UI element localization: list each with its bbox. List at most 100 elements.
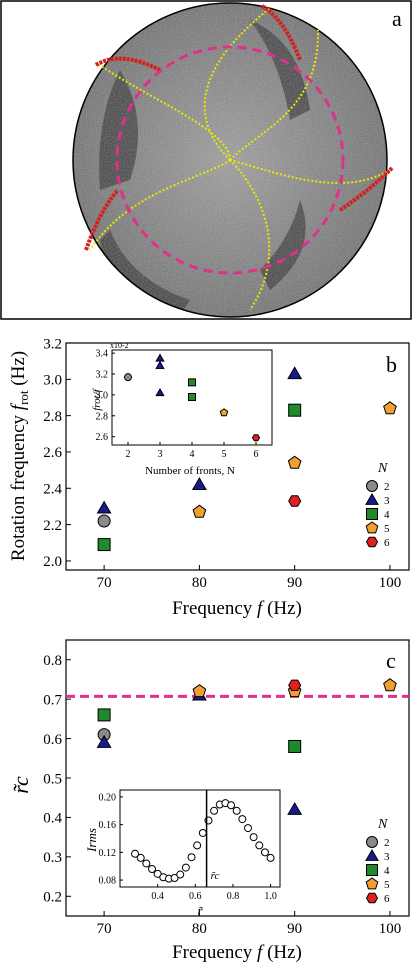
- inset-profile-point: [227, 801, 236, 810]
- panel-b-inset-y-label: frot/f: [91, 387, 103, 411]
- x-tick-label: 100: [379, 575, 402, 591]
- legend-label: 2: [384, 837, 390, 849]
- panel-c-points: [96, 678, 397, 815]
- y-tick-label: 3.2: [43, 336, 62, 352]
- panel-c-legend: N 2 3 4 5 6: [365, 817, 390, 905]
- x-tick-label: 90: [287, 921, 302, 937]
- y-tick-label: 2.8: [43, 409, 62, 425]
- legend-label: 5: [384, 523, 390, 535]
- panel-b-points: [96, 366, 397, 552]
- panel-c-x-axis-label: Frequency f (Hz): [172, 942, 302, 963]
- legend-label: 3: [384, 851, 390, 863]
- y-tick-label: 0.4: [43, 811, 62, 827]
- x-tick-label: 90: [287, 575, 302, 591]
- inset-profile-point: [266, 853, 275, 862]
- data-point-N3: [96, 500, 112, 514]
- inset-point-N6: [251, 434, 261, 442]
- y-tick-label: 3.0: [43, 373, 62, 389]
- y-tick-label: 0.12: [99, 848, 117, 859]
- panel-b-inset-y-ticks: 2.6 2.8 3.0 3.2 3.4: [96, 349, 115, 443]
- x-tick-label: 2: [126, 449, 131, 460]
- panel-b-inset-points: [124, 353, 261, 442]
- y-tick-label: 0.7: [43, 692, 62, 708]
- inset-profile-point: [244, 824, 252, 833]
- data-point-N5: [287, 455, 302, 469]
- panel-b-legend: N 2 3 4 5 6: [365, 461, 390, 549]
- x-tick-label: 0.6: [189, 891, 202, 902]
- inset-profile-point: [181, 863, 190, 872]
- data-point-N5: [192, 684, 207, 698]
- data-point-N3: [96, 734, 112, 748]
- x-tick-label: 1.0: [264, 891, 277, 902]
- legend-marker-N5: [365, 877, 379, 890]
- panel-c-inset-rc-label: r̃c: [211, 870, 220, 882]
- y-tick-label: 2.4: [43, 482, 62, 498]
- data-point-N3: [287, 801, 303, 815]
- legend-marker-N5: [365, 521, 379, 534]
- critical-radius-circle: [115, 45, 345, 275]
- inset-point-N3: [155, 387, 165, 397]
- inset-profile-point: [176, 870, 185, 879]
- legend-label: 4: [384, 509, 390, 521]
- legend-label: 3: [384, 495, 390, 507]
- legend-marker-N6: [365, 892, 379, 904]
- y-tick-label: 2.2: [43, 518, 62, 534]
- panel-c-inset-points: [131, 799, 275, 883]
- y-tick-label: 0.20: [99, 792, 117, 803]
- panel-b-inset: 2.6 2.8 3.0 3.2 3.4 2 3 4 5 6 Number of fronts, …: [91, 341, 273, 477]
- panel-b-label: b: [386, 352, 397, 377]
- legend-label: 5: [384, 879, 390, 891]
- legend-marker-N4: [366, 508, 378, 520]
- spiral-fronts: [89, 7, 391, 311]
- inset-profile-point: [193, 841, 202, 850]
- legend-label: 6: [384, 537, 390, 549]
- y-tick-label: 3.4: [96, 349, 109, 360]
- data-point-N5: [192, 504, 207, 518]
- x-tick-label: 5: [222, 449, 227, 460]
- x-tick-label: 80: [192, 575, 207, 591]
- y-tick-label: 2.6: [43, 445, 62, 461]
- inset-profile-point: [255, 841, 264, 850]
- inset-point-N3: [155, 360, 165, 369]
- data-point-N4: [288, 739, 302, 753]
- legend-marker-N4: [366, 864, 378, 876]
- y-tick-label: 0.6: [43, 732, 62, 748]
- panel-b-x-ticks: 70 80 90 100: [97, 565, 402, 591]
- inset-point-N5: [219, 408, 229, 417]
- y-tick-label: 2.0: [43, 554, 62, 570]
- x-tick-label: 0.4: [151, 891, 164, 902]
- y-tick-label: 0.5: [43, 771, 62, 787]
- panel-b-y-axis-label: Rotation frequency frot (Hz): [8, 351, 31, 561]
- panel-a: a: [0, 0, 412, 320]
- y-tick-label: 2.6: [96, 432, 109, 443]
- panel-c-legend-title: N: [377, 817, 388, 832]
- y-tick-label: 0.08: [99, 876, 117, 887]
- y-tick-label: 3.2: [96, 370, 109, 381]
- legend-marker-N3: [365, 848, 379, 861]
- data-point-N5: [383, 401, 397, 415]
- panel-b-legend-title: N: [377, 461, 388, 476]
- inset-profile-point: [198, 828, 207, 837]
- y-tick-label: 0.2: [43, 890, 62, 906]
- legend-marker-N3: [365, 492, 379, 505]
- inset-profile-point: [187, 853, 196, 862]
- inset-point-N4: [188, 392, 196, 401]
- panel-c-inset-x-ticks: 0.4 0.6 0.8 1.0: [151, 884, 277, 902]
- panel-c-y-axis-label: r̃c: [8, 776, 33, 794]
- panel-b-inset-scale-note: x10-2: [110, 341, 129, 350]
- inset-point-N2: [124, 373, 132, 382]
- inset-profile-point: [238, 815, 247, 824]
- panel-c-x-ticks: 70 80 90 100: [97, 911, 401, 937]
- panel-b-y-ticks: 2.0 2.2 2.4 2.6 2.8 3.0 3.2: [43, 336, 71, 570]
- y-tick-label: 3.0: [96, 390, 109, 401]
- inset-profile-point: [232, 806, 241, 815]
- data-point-N5: [383, 678, 397, 692]
- panel-b: 2.0 2.2 2.4 2.6 2.8 3.0 3.2 70 80 90 100 b Freque…: [8, 336, 410, 619]
- y-tick-label: 2.8: [96, 411, 109, 422]
- data-point-N4: [97, 538, 111, 552]
- data-point-N6: [288, 495, 302, 507]
- panel-c: 0.2 0.3 0.4 0.5 0.6 0.7 0.8 70 80 90 100 c Freque…: [8, 639, 410, 963]
- legend-marker-N2: [366, 480, 378, 492]
- y-tick-label: 0.3: [43, 850, 62, 866]
